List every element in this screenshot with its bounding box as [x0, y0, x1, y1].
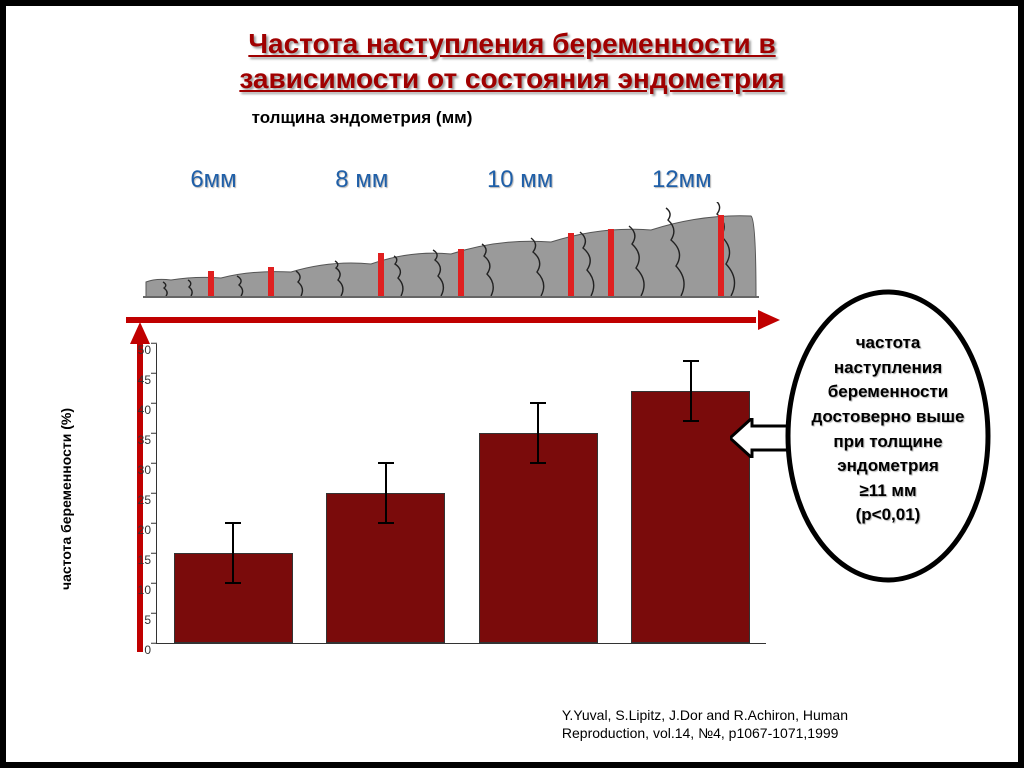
thickness-6mm: 6мм	[190, 166, 236, 194]
thickness-10mm: 10 мм	[487, 166, 553, 194]
tissue-svg	[141, 202, 761, 302]
y-tick-label: 50	[121, 343, 151, 357]
error-bar	[385, 463, 387, 523]
y-axis-label: частота беременности (%)	[58, 408, 74, 590]
plot-area: 05101520253035404550	[156, 344, 766, 644]
bar-chart: частота беременности (%) 051015202530354…	[86, 334, 786, 664]
callout-text: частота наступления беременности достове…	[802, 331, 974, 528]
tissue-marker	[378, 253, 384, 297]
y-tick-label: 30	[121, 463, 151, 477]
y-tick-label: 15	[121, 553, 151, 567]
thickness-12mm: 12мм	[652, 166, 712, 194]
citation-line2: Reproduction, vol.14, №4, p1067-1071,199…	[562, 725, 839, 741]
tissue-marker	[608, 229, 614, 297]
error-bar	[232, 523, 234, 583]
tissue-marker	[458, 249, 464, 297]
title-line2: зависимости от состояния эндометрия	[239, 63, 784, 94]
slide-title: Частота наступления беременности в завис…	[6, 6, 1018, 102]
y-tick-label: 20	[121, 523, 151, 537]
y-tick-label: 5	[121, 613, 151, 627]
slide: Частота наступления беременности в завис…	[6, 6, 1018, 762]
citation-line1: Y.Yuval, S.Lipitz, J.Dor and R.Achiron, …	[562, 707, 848, 723]
callout-arrow	[730, 418, 790, 458]
thickness-8mm: 8 мм	[335, 166, 388, 194]
tissue-marker	[718, 215, 724, 297]
thickness-labels: 6мм 8 мм 10 мм 12мм	[141, 166, 761, 194]
tissue-marker	[268, 267, 274, 297]
y-tick-label: 0	[121, 643, 151, 657]
callout-ellipse: частота наступления беременности достове…	[782, 286, 994, 586]
title-line1: Частота наступления беременности в	[248, 28, 775, 59]
y-tick-label: 35	[121, 433, 151, 447]
horizontal-arrow	[126, 310, 776, 330]
bar	[479, 433, 598, 643]
error-bar	[690, 361, 692, 421]
tissue-diagram: 6мм 8 мм 10 мм 12мм	[141, 166, 761, 306]
error-bar	[537, 403, 539, 463]
y-tick-label: 40	[121, 403, 151, 417]
y-tick-label: 45	[121, 373, 151, 387]
tissue-marker	[208, 271, 214, 297]
subtitle: толщина эндометрия (мм)	[0, 108, 1018, 128]
y-tick-label: 25	[121, 493, 151, 507]
citation: Y.Yuval, S.Lipitz, J.Dor and R.Achiron, …	[562, 706, 848, 742]
y-tick-label: 10	[121, 583, 151, 597]
tissue-marker	[568, 233, 574, 297]
